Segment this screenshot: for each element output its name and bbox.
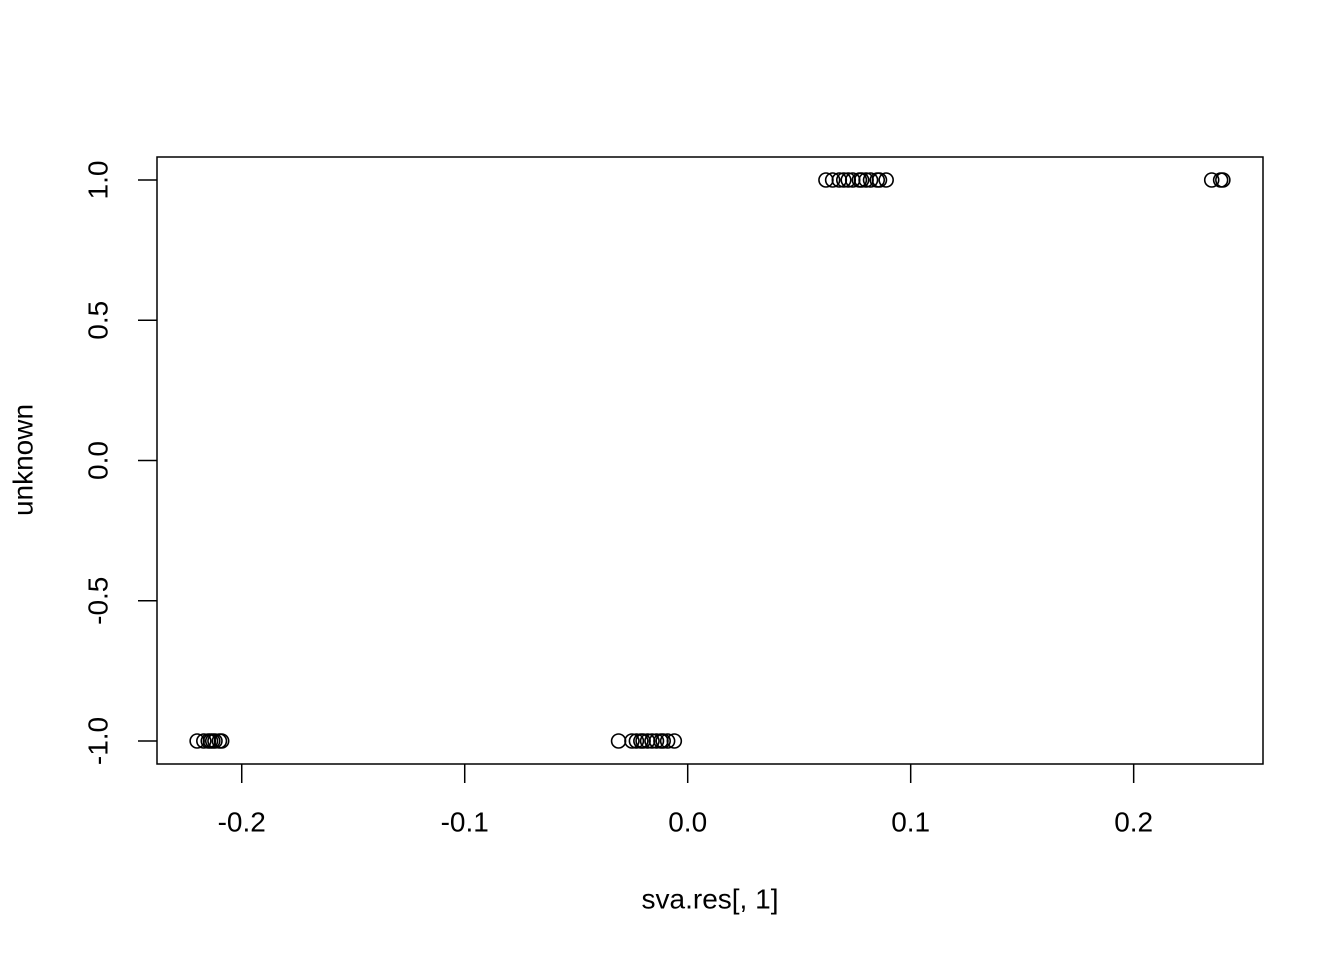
point xyxy=(862,172,879,188)
point xyxy=(835,172,852,188)
y-tick-label: 0.0 xyxy=(82,441,113,480)
plot-frame xyxy=(156,156,1264,765)
point xyxy=(644,733,660,749)
x-tick-label: 0.2 xyxy=(1114,806,1153,837)
point xyxy=(659,733,676,749)
point xyxy=(655,733,671,749)
point xyxy=(624,733,640,749)
point xyxy=(1203,172,1220,188)
point xyxy=(196,733,212,749)
x-axis-label: sva.res[, 1] xyxy=(642,883,779,914)
x-tick-label: 0.1 xyxy=(891,806,930,837)
x-tick-label: -0.2 xyxy=(218,806,266,837)
point xyxy=(213,733,230,749)
y-tick-label: -1.0 xyxy=(82,717,113,765)
point xyxy=(878,172,894,188)
y-tick-label: 1.0 xyxy=(82,161,113,200)
point xyxy=(610,733,627,749)
point xyxy=(666,733,683,749)
point xyxy=(628,733,645,749)
point xyxy=(207,733,223,749)
y-axis-label: unknown xyxy=(7,404,38,516)
point xyxy=(1215,172,1231,188)
y-tick-label: 0.5 xyxy=(82,301,113,340)
point xyxy=(871,172,888,188)
point xyxy=(648,733,665,749)
y-tick-label: -0.5 xyxy=(82,577,113,625)
x-tick-label: 0.0 xyxy=(668,806,707,837)
x-tick-label: -0.1 xyxy=(441,806,489,837)
point xyxy=(824,172,841,188)
point xyxy=(853,172,870,188)
